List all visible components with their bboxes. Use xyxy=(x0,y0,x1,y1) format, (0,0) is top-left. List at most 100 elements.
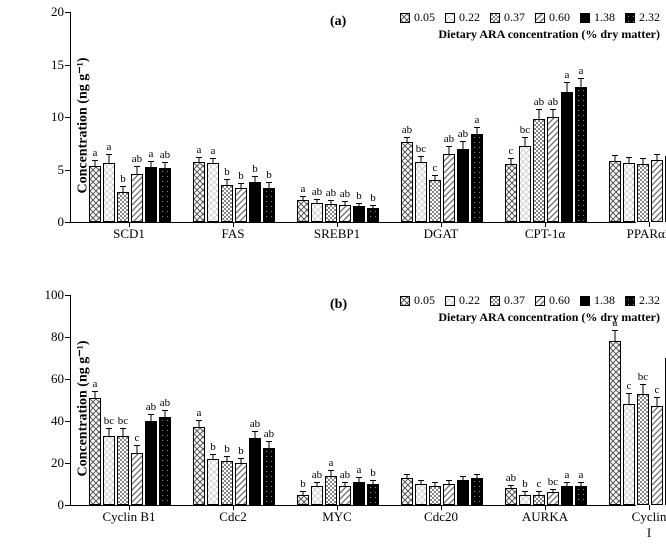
significance-label: ab xyxy=(402,124,412,136)
error-bar xyxy=(477,128,478,134)
error-cap xyxy=(460,476,466,477)
bar xyxy=(263,188,275,222)
bar xyxy=(193,162,205,222)
significance-label: a xyxy=(565,69,570,81)
legend-item: 0.60 xyxy=(535,10,570,25)
y-tick-label: 20 xyxy=(51,4,64,20)
error-cap xyxy=(106,428,112,429)
error-bar xyxy=(95,392,96,398)
significance-label: a xyxy=(475,114,480,126)
error-bar xyxy=(255,177,256,182)
error-bar xyxy=(137,167,138,173)
error-bar xyxy=(435,176,436,180)
error-cap xyxy=(578,482,584,483)
x-tick xyxy=(441,505,442,510)
legend-label: 0.22 xyxy=(459,293,480,308)
error-bar xyxy=(303,197,304,200)
error-cap xyxy=(196,420,202,421)
plot-area-a: aababaabaabbbbaabababbbabbccababacbcabab… xyxy=(70,12,636,223)
significance-label: ab xyxy=(312,469,322,481)
significance-label: c xyxy=(509,145,514,157)
x-tick xyxy=(233,222,234,227)
error-bar xyxy=(137,446,138,452)
error-bar xyxy=(421,157,422,162)
bar xyxy=(457,480,469,505)
y-tick xyxy=(65,295,70,296)
bar xyxy=(547,492,559,505)
error-cap xyxy=(238,183,244,184)
error-cap xyxy=(224,179,230,180)
x-category-label: PPARα2 xyxy=(627,226,666,242)
bar xyxy=(609,161,621,222)
y-tick-label: 40 xyxy=(51,413,64,429)
legend-swatch xyxy=(490,296,500,306)
error-cap xyxy=(654,397,660,398)
y-tick xyxy=(65,12,70,13)
error-cap xyxy=(432,175,438,176)
error-cap xyxy=(536,491,542,492)
error-bar xyxy=(213,455,214,459)
bar xyxy=(207,163,219,222)
error-cap xyxy=(640,384,646,385)
bar xyxy=(471,478,483,505)
significance-label: b xyxy=(266,169,272,181)
error-bar xyxy=(463,142,464,148)
error-cap xyxy=(134,166,140,167)
legend-item: 0.60 xyxy=(535,293,570,308)
significance-label: ab xyxy=(506,472,516,484)
y-tick xyxy=(65,222,70,223)
error-bar xyxy=(615,156,616,161)
significance-label: b xyxy=(356,190,362,202)
significance-label: a xyxy=(565,469,570,481)
error-cap xyxy=(238,458,244,459)
x-category-label: SCD1 xyxy=(113,226,145,242)
bar xyxy=(401,478,413,505)
x-category-label: Cyclin B1 xyxy=(102,509,155,525)
legend-label: 0.05 xyxy=(414,10,435,25)
bar xyxy=(505,164,517,222)
error-bar xyxy=(567,83,568,91)
error-cap xyxy=(120,186,126,187)
error-cap xyxy=(418,156,424,157)
significance-label: ab xyxy=(132,153,142,165)
error-cap xyxy=(626,157,632,158)
x-tick xyxy=(129,222,130,227)
legend-swatch xyxy=(490,13,500,23)
error-bar xyxy=(407,138,408,142)
significance-label: ab xyxy=(340,469,350,481)
legend-item: 0.22 xyxy=(445,10,480,25)
x-category-label: AURKA xyxy=(522,509,568,525)
legend-label: 0.37 xyxy=(504,10,525,25)
significance-label: ab xyxy=(548,96,558,108)
bar xyxy=(325,204,337,222)
bar xyxy=(561,92,573,222)
significance-label: b xyxy=(370,192,376,204)
significance-label: c xyxy=(655,384,660,396)
significance-label: bc xyxy=(520,124,530,136)
significance-label: ab xyxy=(326,187,336,199)
legend-item: 0.22 xyxy=(445,293,480,308)
error-bar xyxy=(255,432,256,438)
error-cap xyxy=(342,482,348,483)
error-bar xyxy=(241,184,242,188)
legend: 0.050.220.370.601.382.32Dietary ARA conc… xyxy=(360,293,660,325)
x-tick xyxy=(233,505,234,510)
error-bar xyxy=(449,147,450,153)
error-cap xyxy=(418,480,424,481)
significance-label: ab xyxy=(160,397,170,409)
error-cap xyxy=(370,205,376,206)
error-bar xyxy=(421,481,422,484)
error-cap xyxy=(162,162,168,163)
legend-caption: Dietary ARA concentration (% dry matter) xyxy=(360,310,660,325)
x-category-label: MYC xyxy=(322,509,352,525)
error-bar xyxy=(317,483,318,486)
error-cap xyxy=(404,474,410,475)
error-cap xyxy=(550,109,556,110)
error-bar xyxy=(213,159,214,163)
significance-label: ab xyxy=(146,401,156,413)
bar xyxy=(311,203,323,222)
error-bar xyxy=(151,415,152,421)
y-axis-label: Concentration (ng g⁻¹) xyxy=(75,57,92,193)
significance-label: b xyxy=(522,478,528,490)
error-cap xyxy=(640,158,646,159)
